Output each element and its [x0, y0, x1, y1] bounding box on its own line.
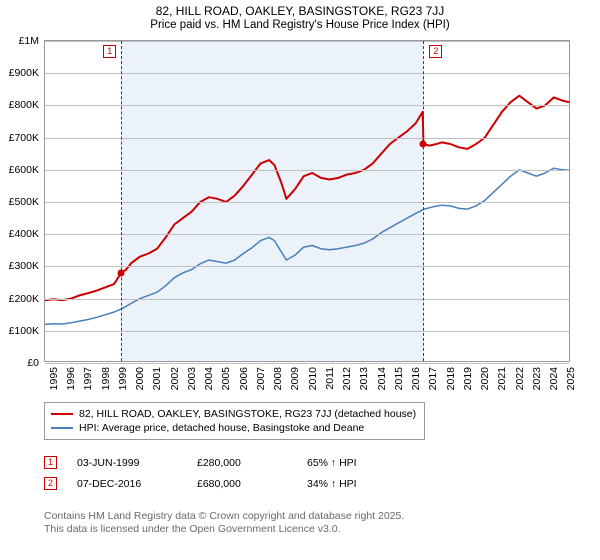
chart-title-line2: Price paid vs. HM Land Registry's House …	[0, 18, 600, 31]
x-axis-label: 2020	[479, 367, 491, 390]
x-axis-label: 2013	[358, 367, 370, 390]
x-axis-label: 2018	[445, 367, 457, 390]
x-axis-label: 2007	[255, 367, 267, 390]
gridline	[45, 202, 569, 203]
legend: 82, HILL ROAD, OAKLEY, BASINGSTOKE, RG23…	[44, 402, 425, 440]
x-axis-label: 2022	[514, 367, 526, 390]
event-date: 07-DEC-2016	[77, 478, 177, 490]
event-row-2: 2 07-DEC-2016 £680,000 34% ↑ HPI	[44, 473, 397, 494]
x-axis-label: 1996	[65, 367, 77, 390]
event-marker-1: 1	[103, 45, 116, 58]
events-table: 1 03-JUN-1999 £280,000 65% ↑ HPI 2 07-DEC-201…	[44, 452, 397, 494]
y-axis-label: £300K	[0, 260, 39, 272]
x-axis-label: 2008	[272, 367, 284, 390]
price-chart: £0£100K£200K£300K£400K£500K£600K£700K£80…	[44, 40, 570, 362]
gridline	[45, 299, 569, 300]
chart-title-line1: 82, HILL ROAD, OAKLEY, BASINGSTOKE, RG23…	[0, 4, 600, 18]
x-axis-label: 2023	[531, 367, 543, 390]
y-axis-label: £0	[0, 357, 39, 369]
x-axis-label: 2012	[341, 367, 353, 390]
y-axis-label: £900K	[0, 67, 39, 79]
event-dot-2	[420, 141, 427, 148]
x-axis-label: 2001	[151, 367, 163, 390]
x-axis-label: 1999	[117, 367, 129, 390]
gridline	[45, 266, 569, 267]
y-axis-label: £100K	[0, 325, 39, 337]
gridline	[45, 170, 569, 171]
gridline	[45, 138, 569, 139]
legend-row: HPI: Average price, detached house, Basi…	[51, 421, 416, 435]
x-axis-label: 2016	[410, 367, 422, 390]
x-axis-label: 2005	[220, 367, 232, 390]
gridline	[45, 234, 569, 235]
y-axis-label: £600K	[0, 164, 39, 176]
y-axis-label: £400K	[0, 228, 39, 240]
chart-svg	[45, 41, 569, 361]
x-axis-label: 2024	[548, 367, 560, 390]
event-date: 03-JUN-1999	[77, 457, 177, 469]
x-axis-label: 2025	[565, 367, 577, 390]
x-axis-label: 2003	[186, 367, 198, 390]
legend-swatch	[51, 413, 73, 415]
x-axis-label: 2006	[238, 367, 250, 390]
x-axis-label: 2019	[462, 367, 474, 390]
event-line-2	[423, 41, 424, 361]
x-axis-label: 2010	[307, 367, 319, 390]
event-line-1	[121, 41, 122, 361]
event-pct: 65% ↑ HPI	[307, 457, 397, 469]
event-dot-1	[118, 269, 125, 276]
event-price: £280,000	[197, 457, 287, 469]
legend-label: 82, HILL ROAD, OAKLEY, BASINGSTOKE, RG23…	[79, 408, 416, 420]
footer-attribution: Contains HM Land Registry data © Crown c…	[44, 510, 404, 536]
y-axis-label: £700K	[0, 132, 39, 144]
x-axis-label: 1998	[100, 367, 112, 390]
x-axis-label: 2004	[203, 367, 215, 390]
event-price: £680,000	[197, 478, 287, 490]
x-axis-label: 2011	[324, 367, 336, 390]
event-marker-2: 2	[429, 45, 442, 58]
legend-row: 82, HILL ROAD, OAKLEY, BASINGSTOKE, RG23…	[51, 407, 416, 421]
x-axis-label: 2009	[289, 367, 301, 390]
x-axis-label: 2017	[427, 367, 439, 390]
legend-label: HPI: Average price, detached house, Basi…	[79, 422, 364, 434]
x-axis-label: 1995	[48, 367, 60, 390]
x-axis-label: 2021	[496, 367, 508, 390]
event-row-1: 1 03-JUN-1999 £280,000 65% ↑ HPI	[44, 452, 397, 473]
event-pct: 34% ↑ HPI	[307, 478, 397, 490]
footer-line1: Contains HM Land Registry data © Crown c…	[44, 510, 404, 523]
x-axis-label: 2014	[376, 367, 388, 390]
footer-line2: This data is licensed under the Open Gov…	[44, 523, 404, 536]
x-axis-label: 2015	[393, 367, 405, 390]
legend-swatch	[51, 427, 73, 429]
gridline	[45, 331, 569, 332]
y-axis-label: £800K	[0, 99, 39, 111]
gridline	[45, 105, 569, 106]
y-axis-label: £1M	[0, 35, 39, 47]
gridline	[45, 73, 569, 74]
x-axis-label: 1997	[82, 367, 94, 390]
y-axis-label: £200K	[0, 293, 39, 305]
x-axis-label: 2000	[134, 367, 146, 390]
event-row-marker: 1	[44, 456, 57, 469]
gridline	[45, 363, 569, 364]
x-axis-label: 2002	[169, 367, 181, 390]
y-axis-label: £500K	[0, 196, 39, 208]
event-row-marker: 2	[44, 477, 57, 490]
series-hpi	[45, 168, 569, 324]
gridline	[45, 41, 569, 42]
